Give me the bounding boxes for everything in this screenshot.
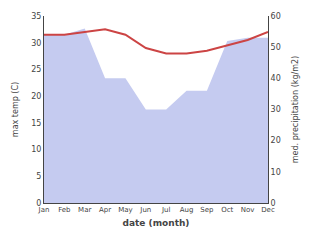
svg-text:Jan: Jan (38, 206, 50, 214)
svg-text:0: 0 (271, 199, 276, 208)
svg-text:Apr: Apr (99, 206, 111, 214)
svg-text:0: 0 (36, 199, 41, 208)
svg-text:max temp (C): max temp (C) (11, 82, 20, 137)
svg-text:5: 5 (36, 172, 41, 181)
svg-text:15: 15 (31, 119, 41, 128)
svg-text:30: 30 (271, 105, 281, 114)
svg-text:10: 10 (271, 168, 281, 177)
svg-text:Dec: Dec (261, 206, 275, 214)
svg-text:Nov: Nov (241, 206, 255, 214)
svg-text:30: 30 (31, 39, 41, 48)
svg-text:35: 35 (31, 12, 41, 21)
svg-text:Jun: Jun (139, 206, 151, 214)
svg-text:Aug: Aug (180, 206, 194, 214)
svg-text:20: 20 (271, 136, 281, 145)
svg-text:Jul: Jul (161, 206, 171, 214)
svg-text:Mar: Mar (78, 206, 91, 214)
svg-text:May: May (118, 206, 132, 214)
svg-text:40: 40 (271, 74, 281, 83)
svg-text:med. precipitation (kg/m2): med. precipitation (kg/m2) (291, 56, 300, 163)
svg-text:60: 60 (271, 12, 281, 21)
svg-text:20: 20 (31, 92, 41, 101)
svg-text:10: 10 (31, 145, 41, 154)
svg-text:Sep: Sep (200, 206, 214, 214)
svg-text:date (month): date (month) (123, 218, 190, 228)
svg-text:50: 50 (271, 43, 281, 52)
svg-text:Oct: Oct (221, 206, 233, 214)
svg-text:25: 25 (31, 65, 41, 74)
svg-text:Feb: Feb (58, 206, 71, 214)
